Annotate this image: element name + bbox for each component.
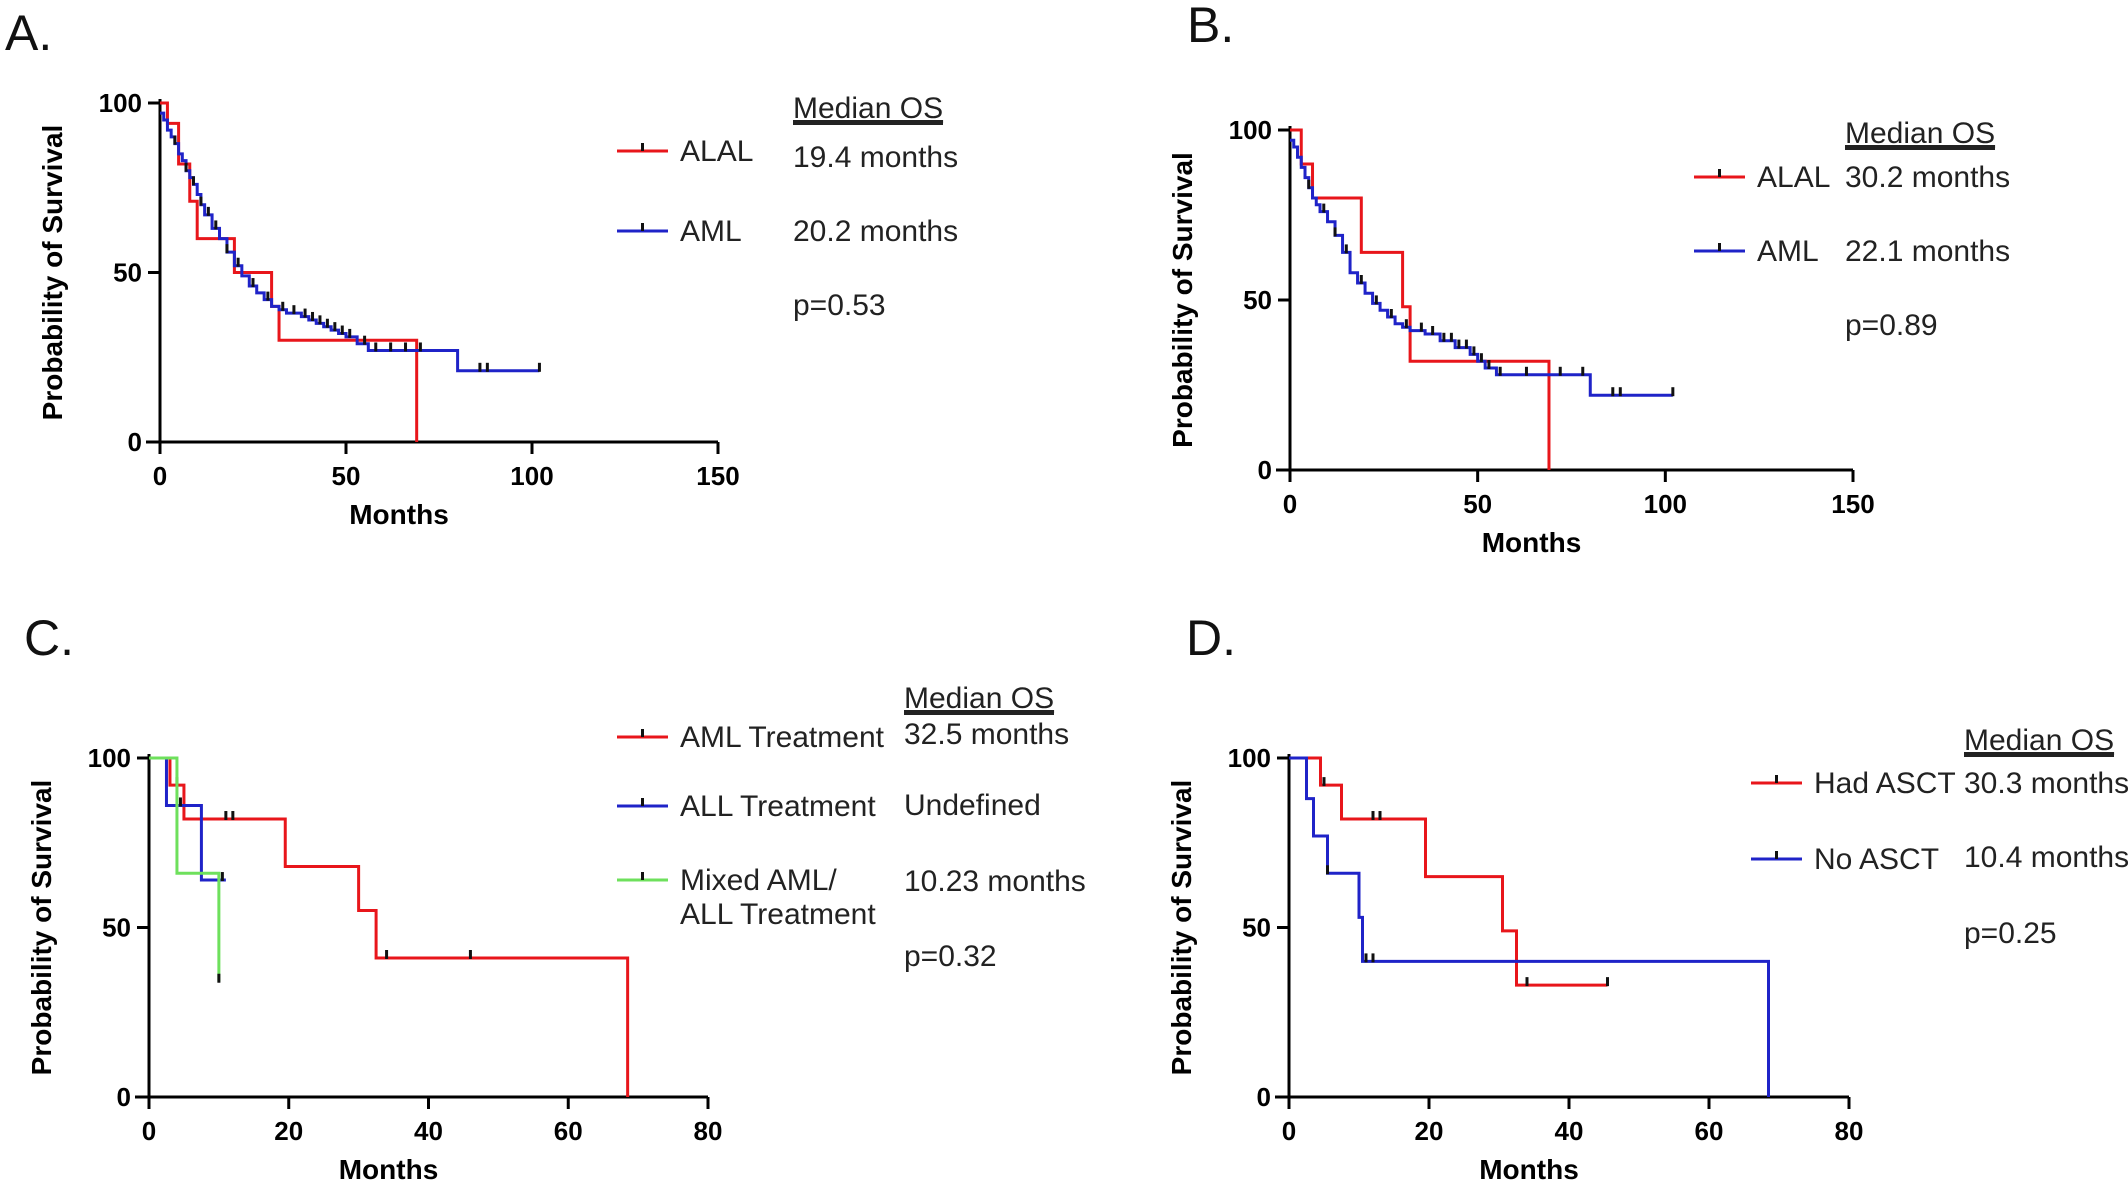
median-os-value: 32.5 months [904, 718, 1069, 751]
legend-label-all-treatment: ALL Treatment [680, 790, 876, 823]
median-os-header: Median OS [1845, 117, 1995, 150]
y-tick-label: 100 [1229, 115, 1272, 145]
x-tick-label: 50 [1463, 489, 1492, 519]
p-value: p=0.89 [1845, 309, 1938, 342]
median-os-header: Median OS [1964, 724, 2114, 757]
panel-label: C. [24, 610, 74, 666]
panel-b-chart: B. 0 50 100 0 50 100 150 Months Probability of Su… [1064, 0, 2128, 597]
survival-curve-aml [1290, 138, 1673, 397]
y-tick-label: 50 [102, 913, 131, 943]
survival-curve-aml [160, 111, 540, 373]
panel-a-chart: A. 0 50 100 0 50 100 150 Months Probability of Su… [0, 0, 1064, 597]
median-os-header: Median OS [904, 682, 1054, 715]
y-tick-label: 0 [128, 427, 142, 457]
panel-label: D. [1186, 610, 1236, 666]
x-tick-label: 40 [414, 1116, 443, 1146]
x-tick-label: 60 [1695, 1116, 1724, 1146]
y-axis-label: Probability of Survival [37, 125, 68, 421]
x-tick-label: 60 [554, 1116, 583, 1146]
y-axis-label: Probability of Survival [26, 780, 57, 1076]
y-tick-label: 0 [1258, 455, 1272, 485]
y-tick-label: 50 [113, 258, 142, 288]
panel-d-chart: D. 0 50 100 0 20 40 60 80 Months Probability of Su… [1064, 597, 2128, 1194]
y-tick-label: 100 [88, 743, 131, 773]
x-tick-label: 0 [153, 461, 167, 491]
x-tick-label: 0 [142, 1116, 156, 1146]
survival-curve-alal [160, 101, 419, 442]
y-tick-label: 100 [1228, 743, 1271, 773]
legend-label-alal: ALAL [680, 135, 753, 168]
median-os-value: 10.4 months [1964, 841, 2128, 874]
median-os-value: 10.23 months [904, 865, 1086, 898]
panel-label: B. [1187, 0, 1234, 53]
x-axis-label: Months [349, 499, 449, 530]
km-plot-svg: C. 0 50 100 0 20 40 60 80 Months Probability of Su… [24, 610, 1086, 1185]
survival-curve-aml-treatment [149, 756, 630, 1097]
x-tick-label: 0 [1282, 1116, 1296, 1146]
y-tick-label: 0 [117, 1082, 131, 1112]
survival-curve-alal [1290, 128, 1551, 470]
x-tick-label: 20 [1415, 1116, 1444, 1146]
legend-label-aml: AML [680, 215, 742, 248]
km-plot-svg: D. 0 50 100 0 20 40 60 80 Months Probability of Su… [1166, 610, 2128, 1185]
x-axis-label: Months [339, 1154, 439, 1185]
median-os-value: Undefined [904, 789, 1041, 822]
legend-label-aml-treatment: AML Treatment [680, 721, 885, 754]
median-os-value: 19.4 months [793, 141, 958, 174]
x-tick-label: 150 [696, 461, 739, 491]
p-value: p=0.25 [1964, 917, 2057, 950]
x-tick-label: 80 [694, 1116, 723, 1146]
km-plot-svg: B. 0 50 100 0 50 100 150 Months Probability of Su… [1167, 0, 2010, 558]
y-tick-label: 100 [99, 88, 142, 118]
survival-curve-mixed-aml-all-treatment [149, 756, 221, 982]
y-tick-label: 50 [1242, 913, 1271, 943]
x-tick-label: 0 [1283, 489, 1297, 519]
panel-c-chart: C. 0 50 100 0 20 40 60 80 Months Probability of Su… [0, 597, 1086, 1194]
legend-label-aml: AML [1757, 235, 1819, 268]
y-tick-label: 50 [1243, 285, 1272, 315]
x-axis-label: Months [1482, 527, 1582, 558]
legend-label-mixed-aml-all-treatment: Mixed AML/ALL Treatment [680, 864, 876, 931]
x-tick-label: 40 [1555, 1116, 1584, 1146]
panel-label: A. [5, 5, 52, 61]
median-os-value: 20.2 months [793, 215, 958, 248]
y-tick-label: 0 [1257, 1082, 1271, 1112]
survival-curve-had-asct [1289, 756, 1608, 987]
x-tick-label: 100 [510, 461, 553, 491]
x-tick-label: 100 [1644, 489, 1687, 519]
p-value: p=0.32 [904, 940, 997, 973]
x-tick-label: 80 [1835, 1116, 1864, 1146]
x-tick-label: 50 [332, 461, 361, 491]
legend-label-no-asct: No ASCT [1814, 843, 1939, 876]
p-value: p=0.53 [793, 289, 886, 322]
y-axis-label: Probability of Survival [1167, 152, 1198, 448]
legend-label-alal: ALAL [1757, 161, 1830, 194]
median-os-value: 30.3 months [1964, 767, 2128, 800]
x-axis-label: Months [1479, 1154, 1579, 1185]
km-plot-svg: A. 0 50 100 0 50 100 150 Months Probability of Su… [5, 5, 958, 530]
median-os-value: 30.2 months [1845, 161, 2010, 194]
median-os-header: Median OS [793, 92, 943, 125]
y-axis-label: Probability of Survival [1166, 780, 1197, 1076]
x-tick-label: 20 [274, 1116, 303, 1146]
median-os-value: 22.1 months [1845, 235, 2010, 268]
x-tick-label: 150 [1831, 489, 1874, 519]
legend-label-had-asct: Had ASCT [1814, 767, 1956, 800]
survival-curve-no-asct [1289, 756, 1770, 1097]
